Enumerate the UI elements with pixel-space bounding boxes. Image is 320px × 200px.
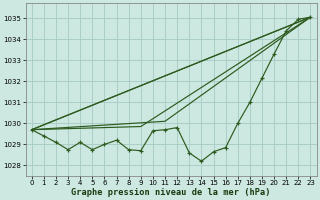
X-axis label: Graphe pression niveau de la mer (hPa): Graphe pression niveau de la mer (hPa) [71,188,271,197]
